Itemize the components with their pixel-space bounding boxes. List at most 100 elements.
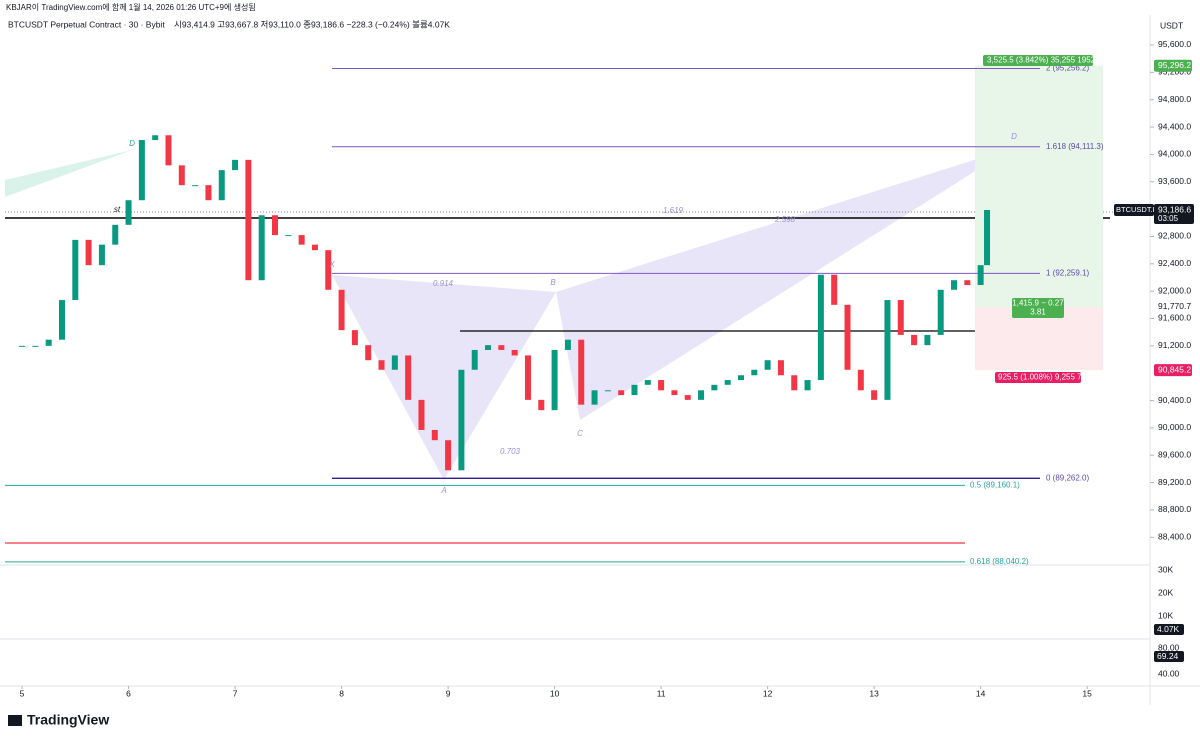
candle: [937, 289, 944, 335]
pattern-shape: [5, 150, 132, 197]
volume-badge: [1154, 624, 1184, 635]
candle: [418, 399, 425, 430]
candle: [192, 185, 199, 187]
candle: [897, 300, 904, 335]
candle: [445, 440, 452, 471]
axis-entry-label: 91,770.7: [1158, 301, 1191, 311]
pattern-label: X: [328, 260, 335, 269]
candle: [604, 390, 611, 392]
candle: [551, 349, 558, 411]
symbol-tag: BTCUSDT.P: [1116, 205, 1158, 214]
candle: [378, 360, 385, 370]
x-tick-label: 13: [869, 688, 879, 698]
candle: [45, 339, 52, 346]
y-tick-label: 88,400.0: [1158, 532, 1191, 542]
candle: [764, 360, 771, 370]
snapshot-caption: KBJAR이 TradingView.com에 함께 1월 14, 2026 0…: [6, 2, 256, 12]
candle: [258, 215, 265, 281]
target-text: 3,525.5 (3.842%) 35,255 1952.32: [987, 56, 1107, 65]
candle: [884, 300, 891, 400]
y-tick-label: 91,600.0: [1158, 313, 1191, 323]
pattern-label: D: [129, 139, 135, 148]
candle: [165, 135, 172, 166]
candle: [285, 235, 292, 237]
y-tick-label: 95,600.0: [1158, 39, 1191, 49]
candle: [631, 384, 638, 396]
pattern-label: B: [550, 278, 556, 287]
volume-tick-label: 20K: [1158, 587, 1173, 597]
footer-logo: TradingView: [8, 712, 109, 728]
candle: [298, 235, 305, 245]
candle: [737, 375, 744, 381]
candle: [391, 355, 398, 370]
fib-label: 2 (95,256.2): [1046, 64, 1089, 73]
x-tick-label: 12: [763, 688, 773, 698]
candle: [698, 390, 705, 400]
x-tick-label: 11: [657, 688, 666, 698]
symbol-line: BTCUSDT Perpetual Contract · 30 · Bybit: [8, 19, 165, 29]
volume-tick-label: 30K: [1158, 564, 1173, 574]
rsi-badge: [1154, 651, 1184, 662]
target-badge: [983, 55, 1093, 66]
candle: [471, 349, 478, 370]
candle: [924, 334, 931, 346]
pattern-label: st: [114, 205, 121, 214]
x-tick-label: 5: [20, 688, 25, 698]
pattern-label: 0.914: [433, 279, 454, 288]
candle: [125, 200, 132, 225]
y-tick-label: 88,800.0: [1158, 504, 1191, 514]
candle: [671, 390, 678, 396]
candle: [85, 239, 92, 266]
last-price: 93,186.6: [1158, 204, 1191, 214]
rsi-current: 69.24: [1157, 651, 1179, 661]
candle: [844, 304, 851, 370]
symbol-badge: [1114, 204, 1154, 217]
last-price-badge: [1154, 204, 1194, 225]
y-tick-label: 92,000.0: [1158, 285, 1191, 295]
axis-target-badge: [1154, 59, 1192, 72]
volume-current: 4.07K: [1157, 624, 1180, 634]
pattern-shape: [556, 148, 1012, 420]
pattern-shape: [332, 275, 556, 480]
candle: [32, 345, 39, 347]
x-tick-label: 10: [550, 688, 560, 698]
candle: [804, 380, 811, 391]
candle: [977, 265, 984, 285]
candle: [724, 380, 731, 385]
candle: [458, 369, 465, 471]
candle: [232, 159, 239, 171]
mid-text: 1,415.9 − 0.27: [1012, 299, 1064, 308]
candle: [218, 170, 225, 201]
candle: [19, 345, 26, 347]
y-tick-label: 94,800.0: [1158, 94, 1191, 104]
footer-brand: TradingView: [27, 712, 109, 728]
candle: [272, 215, 279, 236]
x-tick-label: 6: [126, 688, 131, 698]
x-tick-label: 9: [446, 688, 451, 698]
y-tick-label: 94,400.0: [1158, 121, 1191, 131]
candle: [817, 274, 824, 381]
candle: [538, 399, 545, 411]
x-tick-label: 8: [339, 688, 344, 698]
mid-text: 3.81: [1030, 308, 1046, 317]
pattern-label: 2.598: [774, 215, 796, 224]
fib-label: 0.5 (89,160.1): [970, 480, 1020, 489]
stop-text: 925.5 (1.008%) 9,255 750: [998, 373, 1091, 382]
candle: [564, 339, 571, 350]
rsi-tick-label: 40.00: [1158, 668, 1180, 678]
pattern-label: A: [440, 486, 446, 495]
candle: [245, 159, 252, 281]
candle: [951, 280, 958, 290]
y-tick-label: 89,600.0: [1158, 449, 1191, 459]
pattern-label: 1.619: [663, 206, 684, 215]
logo-mark: [8, 715, 22, 726]
y-tick-label: 89,200.0: [1158, 477, 1191, 487]
candle: [711, 384, 718, 391]
x-tick-label: 7: [233, 688, 238, 698]
candle: [984, 210, 991, 266]
candle: [178, 165, 185, 186]
rsi-tick-label: 80.00: [1158, 642, 1180, 652]
candle: [365, 345, 372, 361]
